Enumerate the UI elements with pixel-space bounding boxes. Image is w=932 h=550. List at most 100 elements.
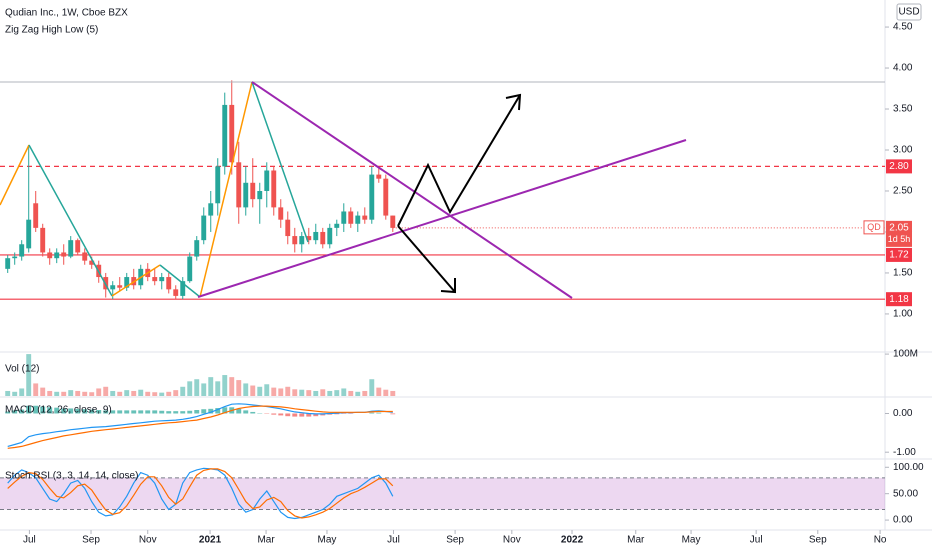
volume-bar <box>236 380 242 396</box>
candle-body <box>376 174 382 179</box>
volume-bar <box>131 390 137 396</box>
volume-bar <box>187 381 193 396</box>
macd-histogram <box>103 410 109 414</box>
y-tick-label: 3.00 <box>893 145 913 156</box>
volume-bar <box>54 391 60 396</box>
volume-bar <box>12 391 18 396</box>
y-tick-label: 4.00 <box>893 63 913 74</box>
y-tick-label: 50.00 <box>893 488 918 499</box>
macd-histogram <box>61 408 67 414</box>
macd-histogram <box>278 413 284 416</box>
candle-body <box>26 219 32 249</box>
macd-histogram <box>26 405 32 414</box>
x-tick-label: Nov <box>139 535 157 546</box>
macd-histogram <box>313 413 319 417</box>
indicator-line <box>7 468 394 519</box>
volume-bar <box>229 377 235 396</box>
macd-histogram <box>131 410 137 414</box>
volume-bar <box>33 383 39 396</box>
currency-box[interactable] <box>896 3 922 21</box>
volume-bar <box>82 391 88 396</box>
candle-body <box>334 223 340 228</box>
indicator-line <box>7 467 394 520</box>
volume-bar <box>173 390 179 396</box>
macd-histogram <box>19 409 25 414</box>
pane-title: MACD (12, 26, close, 9) <box>5 405 112 416</box>
volume-bar <box>383 389 389 396</box>
x-tick-label: 2022 <box>561 535 584 546</box>
y-tick-label: 3.50 <box>893 104 913 115</box>
y-tick-label: 100.00 <box>893 462 924 473</box>
level-label: 2.80 <box>889 161 909 172</box>
macd-histogram <box>117 410 123 414</box>
volume-bar <box>222 375 228 396</box>
level-badge <box>886 292 912 307</box>
volume-bar <box>313 390 319 396</box>
macd-histogram <box>187 410 193 414</box>
volume-bar <box>348 390 354 396</box>
candle-body <box>292 236 298 245</box>
candle-body <box>208 203 214 216</box>
macd-histogram <box>243 410 249 414</box>
macd-histogram <box>152 410 158 414</box>
level-badge <box>886 247 912 262</box>
candle-body <box>369 174 375 220</box>
candle-body <box>180 281 186 296</box>
volume-bar <box>264 384 270 396</box>
volume-bar <box>208 377 214 396</box>
macd-histogram <box>376 412 382 414</box>
macd-histogram <box>222 407 228 414</box>
volume-bar <box>26 354 32 396</box>
volume-bar <box>299 389 305 396</box>
macd-histogram <box>173 411 179 414</box>
candle-body <box>194 240 200 257</box>
volume-bar <box>138 389 144 396</box>
macd-histogram <box>82 409 88 414</box>
candle-body <box>187 256 193 282</box>
last-label: 2.05 <box>889 223 909 234</box>
volume-bar <box>103 386 109 396</box>
volume-bar <box>278 388 284 396</box>
projection-arrow <box>397 94 521 227</box>
macd-histogram <box>292 413 298 417</box>
candle-body <box>390 215 396 228</box>
zigzag-up <box>199 81 253 298</box>
volume-bar <box>5 390 11 396</box>
stoch-band <box>0 477 885 510</box>
volume-bar <box>390 390 396 396</box>
plot-area <box>0 80 885 520</box>
candle-body <box>5 258 11 269</box>
zigzag-down <box>28 144 113 297</box>
candle-body <box>19 244 25 257</box>
macd-histogram <box>110 410 116 414</box>
candle-body <box>355 215 361 224</box>
macd-histogram <box>145 410 151 414</box>
volume-bar <box>152 392 158 396</box>
volume-bar <box>334 390 340 396</box>
projection-arrow <box>397 225 456 293</box>
candle-body <box>362 215 368 220</box>
candle-body <box>383 178 389 216</box>
candle-body <box>12 256 18 259</box>
macd-histogram <box>89 409 95 414</box>
indicator-line <box>7 403 393 447</box>
zigzag-down <box>159 264 201 298</box>
candle-body <box>222 104 228 167</box>
y-tick-label: 100M <box>893 349 918 360</box>
trendline <box>251 81 573 299</box>
macd-histogram <box>138 410 144 414</box>
volume-bar <box>75 390 81 396</box>
candle-body <box>40 227 46 253</box>
macd-histogram <box>299 413 305 417</box>
volume-bar <box>124 390 130 396</box>
trendline <box>197 139 687 298</box>
candle-body <box>166 277 172 290</box>
macd-histogram <box>390 413 396 415</box>
candle-body <box>299 236 305 245</box>
candle-body <box>327 227 333 245</box>
volume-bar <box>68 390 74 396</box>
macd-histogram <box>215 408 221 414</box>
volume-bar <box>369 379 375 396</box>
candle-body <box>250 182 256 200</box>
